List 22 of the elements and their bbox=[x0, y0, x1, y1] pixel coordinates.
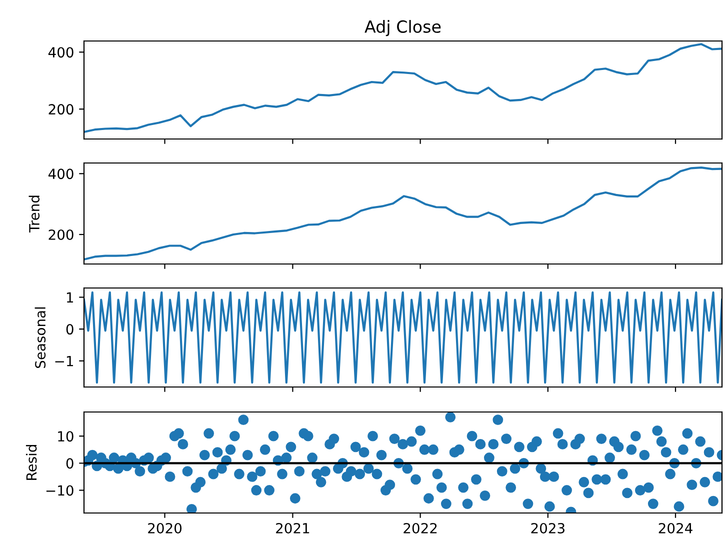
line-series bbox=[84, 43, 722, 133]
line-series bbox=[84, 291, 722, 384]
y-tick-label: 0 bbox=[66, 458, 74, 469]
x-tick-label: 2022 bbox=[404, 522, 437, 534]
y-tick-label: 1 bbox=[66, 292, 73, 303]
line-series bbox=[84, 166, 722, 260]
x-tick-label: 2021 bbox=[276, 522, 310, 534]
y-axis-title: Trend bbox=[28, 196, 40, 233]
x-tick-label: 2023 bbox=[531, 522, 564, 534]
y-tick-label: 200 bbox=[48, 229, 74, 240]
y-tick-label: −10 bbox=[46, 485, 74, 496]
y-tick-label: 400 bbox=[48, 168, 74, 180]
y-tick-label: 0 bbox=[66, 324, 74, 335]
y-axis-title: Resid bbox=[26, 445, 37, 480]
x-tick-label: 2020 bbox=[148, 522, 182, 534]
y-tick-label: 10 bbox=[58, 431, 74, 442]
y-tick-label: 200 bbox=[48, 104, 74, 115]
y-axis-title: Seasonal bbox=[34, 307, 46, 368]
y-tick-label: 400 bbox=[48, 47, 74, 58]
x-tick-label: 2024 bbox=[658, 522, 692, 534]
y-tick-label: −1 bbox=[55, 356, 73, 366]
chart-title: Adj Close bbox=[364, 20, 441, 36]
